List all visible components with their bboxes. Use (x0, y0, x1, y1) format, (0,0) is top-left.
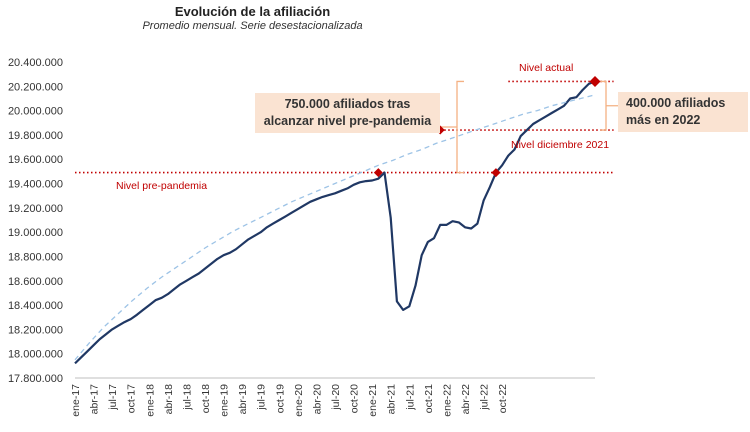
x-tick-label: ene-19 (219, 384, 231, 417)
trend-line (74, 94, 596, 361)
callout-400k-affiliates: 400.000 afiliados más en 2022 (618, 92, 748, 132)
x-tick-label: oct-18 (200, 384, 212, 413)
point-markers (373, 75, 601, 178)
y-tick-label: 19.400.000 (8, 179, 63, 191)
label-nivel-pre-pandemia: Nivel pre-pandemia (116, 180, 208, 192)
chart-title: Evolución de la afiliación (174, 4, 331, 19)
x-tick-label: jul-17 (107, 384, 119, 411)
x-tick-label: jul-18 (181, 384, 193, 411)
affiliation-line (74, 80, 596, 365)
x-tick-label: abr-17 (89, 384, 101, 415)
chart-subtitle: Promedio mensual. Serie desestacionaliza… (142, 20, 363, 32)
y-tick-label: 19.800.000 (8, 130, 63, 142)
y-tick-label: 18.600.000 (8, 276, 63, 288)
bracket-400k (600, 80, 618, 131)
y-tick-label: 18.200.000 (8, 324, 63, 336)
x-tick-label: jul-19 (256, 384, 268, 411)
y-tick-label: 20.200.000 (8, 81, 63, 93)
diamond-marker (491, 168, 501, 178)
x-tick-label: ene-20 (293, 384, 305, 417)
x-tick-label: ene-21 (367, 384, 379, 417)
x-tick-label: ene-17 (70, 384, 82, 417)
y-tick-label: 17.800.000 (8, 373, 63, 385)
y-tick-label: 18.400.000 (8, 300, 63, 312)
y-tick-label: 18.800.000 (8, 251, 63, 263)
diamond-marker (373, 168, 383, 178)
diamond-marker (589, 75, 601, 87)
x-tick-label: ene-18 (144, 384, 156, 417)
x-tick-label: oct-17 (126, 384, 138, 413)
reference-lines (75, 80, 614, 174)
series-lines (74, 80, 596, 365)
x-tick-label: oct-21 (423, 384, 435, 413)
y-tick-label: 20.400.000 (8, 57, 63, 69)
y-tick-label: 19.000.000 (8, 227, 63, 239)
callout-400k-line1: 400.000 afiliados (626, 96, 726, 110)
bracket-750k (441, 80, 464, 174)
y-tick-label: 20.000.000 (8, 106, 63, 118)
x-tick-label: oct-19 (274, 384, 286, 413)
x-tick-label: jul-21 (404, 384, 416, 411)
callout-750k-affiliates: 750.000 afiliados tras alcanzar nivel pr… (255, 93, 440, 133)
x-tick-label: oct-20 (349, 384, 361, 413)
y-tick-label: 19.200.000 (8, 203, 63, 215)
x-tick-label: abr-19 (237, 384, 249, 415)
y-tick-label: 19.600.000 (8, 154, 63, 166)
chart-axes: 17.800.000 18.000.000 18.200.000 18.400.000… (8, 57, 595, 417)
x-tick-label: jul-20 (330, 384, 342, 411)
callout-400k-line2: más en 2022 (626, 113, 701, 127)
x-tick-label: abr-22 (460, 384, 472, 415)
x-tick-label: abr-20 (311, 384, 323, 415)
label-nivel-actual: Nivel actual (519, 62, 574, 74)
callout-750k-line1: 750.000 afiliados tras (284, 97, 411, 111)
callout-750k-line2: alcanzar nivel pre-pandemia (263, 114, 432, 128)
label-nivel-diciembre-2021: Nivel diciembre 2021 (511, 139, 610, 151)
y-tick-label: 18.000.000 (8, 349, 63, 361)
x-tick-label: ene-22 (441, 384, 453, 417)
x-tick-label: abr-18 (163, 384, 175, 415)
annotation-brackets (441, 80, 618, 174)
x-tick-label: jul-22 (479, 384, 491, 411)
x-tick-label: abr-21 (386, 384, 398, 415)
x-tick-label: oct-22 (497, 384, 509, 413)
